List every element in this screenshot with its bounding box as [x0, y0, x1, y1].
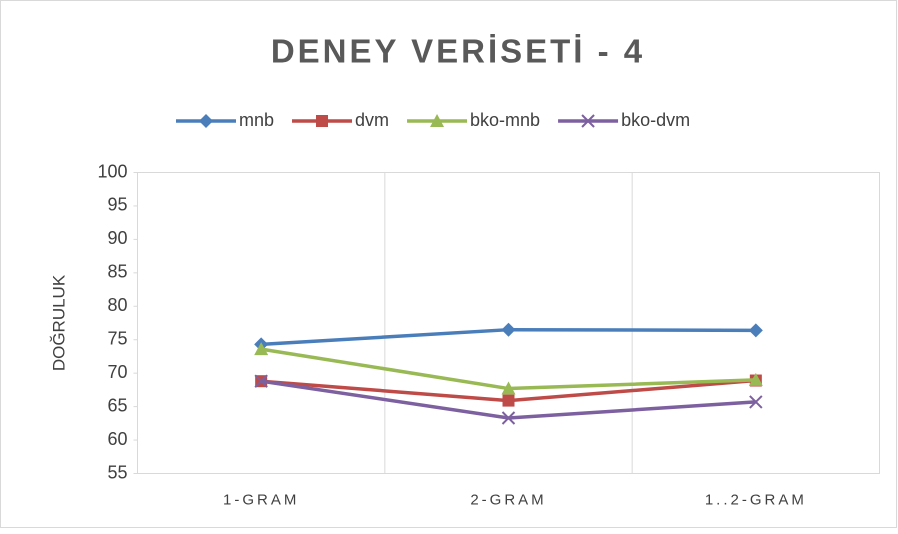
marker — [502, 394, 515, 407]
x-tick-label: 1-GRAM — [223, 491, 299, 508]
x-tick-label: 2-GRAM — [470, 491, 546, 508]
y-tick-label: 90 — [107, 228, 127, 248]
legend-label: bko-mnb — [470, 110, 540, 130]
y-tick-label: 85 — [107, 262, 127, 282]
plot-border — [137, 172, 880, 474]
y-tick-label: 95 — [107, 195, 127, 215]
legend-item: dvm — [292, 110, 389, 130]
marker — [430, 114, 445, 127]
y-tick-label: 70 — [107, 362, 127, 382]
marker — [748, 372, 763, 386]
y-tick-label: 60 — [107, 429, 127, 449]
chart-title: DENEY VERİSETİ - 4 — [271, 33, 645, 70]
y-axis-label: DOĞRULUK — [49, 274, 68, 371]
marker — [501, 322, 516, 337]
marker — [748, 323, 763, 338]
y-tick-label: 80 — [107, 295, 127, 315]
marker — [254, 342, 269, 356]
x-tick-label: 1..2-GRAM — [705, 491, 807, 508]
y-tick-label: 75 — [107, 328, 127, 348]
marker — [749, 395, 763, 409]
y-tick-label: 55 — [107, 462, 127, 482]
marker — [199, 114, 213, 128]
y-tick-label: 65 — [107, 395, 127, 415]
marker — [501, 411, 516, 425]
marker — [501, 381, 516, 395]
legend-item: mnb — [176, 110, 274, 130]
series — [254, 374, 763, 425]
series — [254, 342, 763, 395]
legend-item: bko-mnb — [407, 110, 540, 130]
marker — [581, 114, 595, 128]
series — [254, 322, 763, 352]
marker — [316, 115, 329, 127]
legend-label: dvm — [355, 110, 389, 130]
legend-label: bko-dvm — [621, 110, 690, 130]
marker — [254, 374, 268, 388]
legend-item: bko-dvm — [558, 110, 690, 130]
legend-label: mnb — [239, 110, 274, 130]
y-tick-label: 100 — [97, 161, 127, 181]
